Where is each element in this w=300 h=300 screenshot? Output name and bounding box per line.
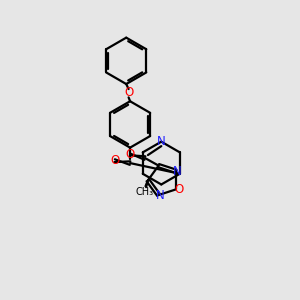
Text: N: N (157, 135, 166, 148)
Text: O: O (110, 154, 119, 167)
Text: CH₃: CH₃ (135, 187, 153, 196)
Text: N: N (155, 189, 164, 202)
Text: N: N (173, 165, 182, 178)
Text: O: O (124, 86, 133, 99)
Text: O: O (125, 148, 135, 161)
Text: O: O (175, 183, 184, 196)
